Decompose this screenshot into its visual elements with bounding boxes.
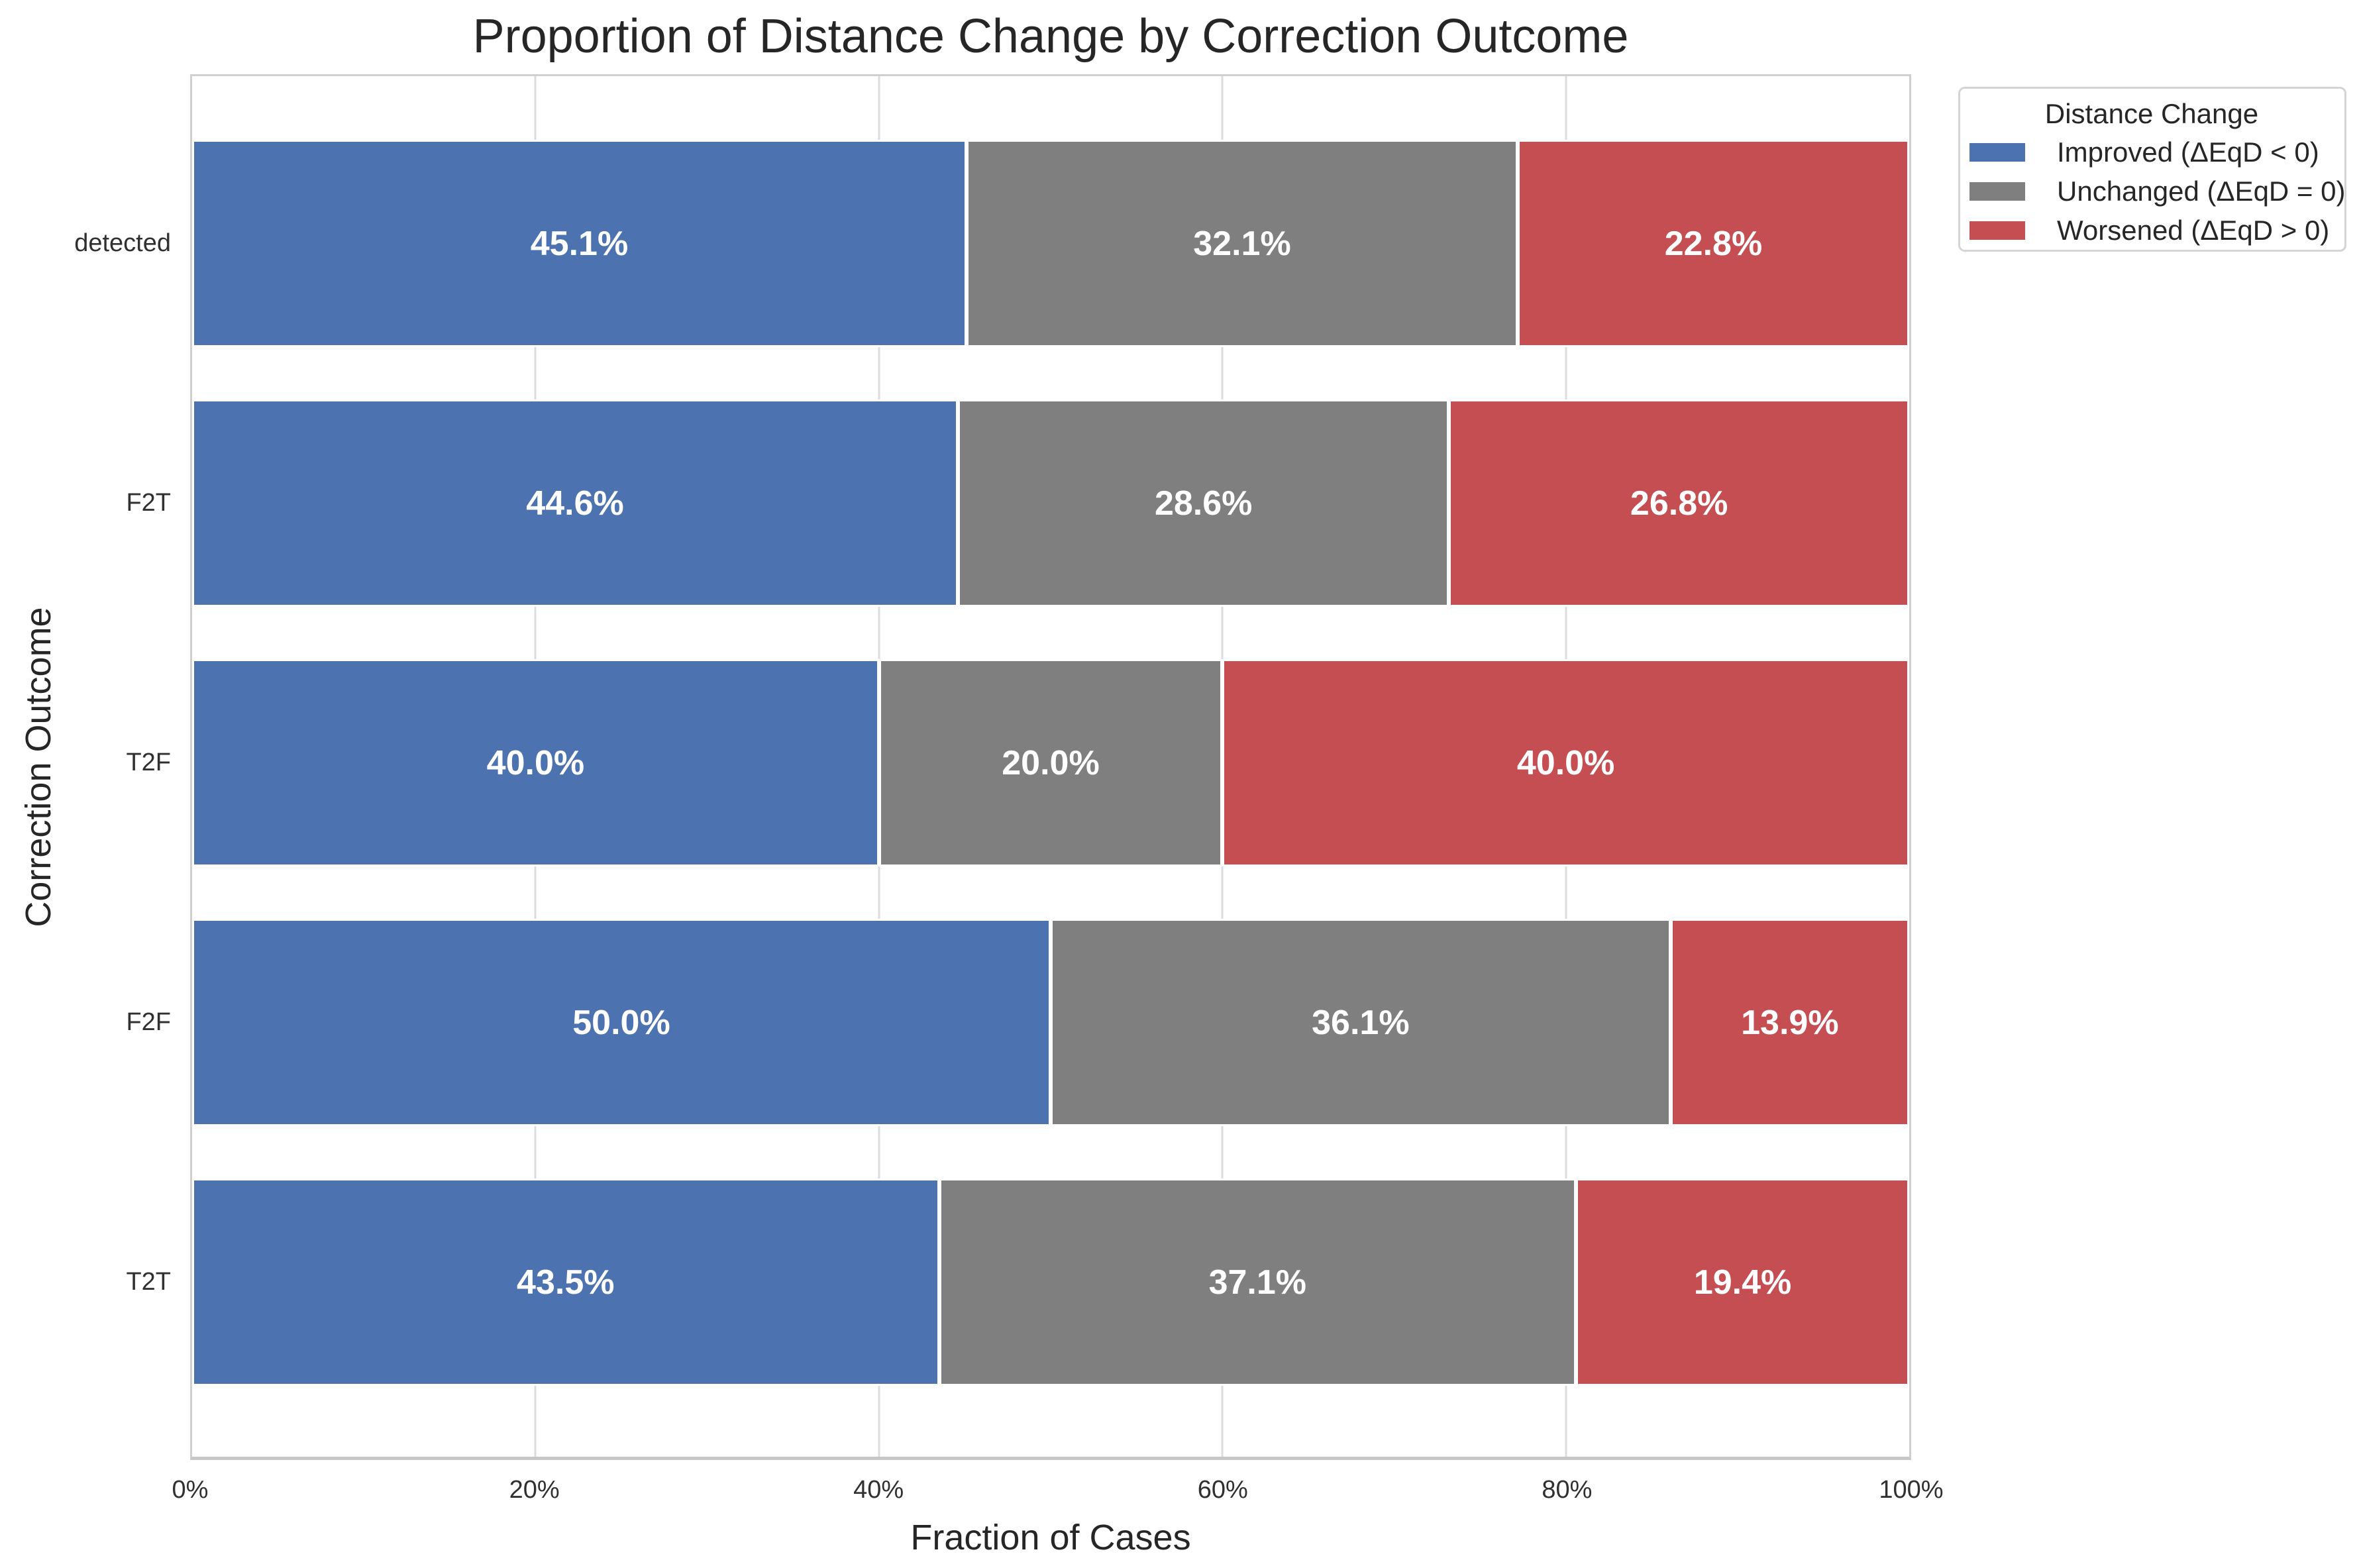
x-tick-label: 20% xyxy=(509,1476,560,1504)
bar-segment-label: 44.6% xyxy=(526,484,624,523)
bar-segment-label: 13.9% xyxy=(1741,1003,1839,1042)
y-tick-label: detected xyxy=(74,229,171,257)
x-tick-label: 0% xyxy=(172,1476,209,1504)
bars-container: 45.1% 32.1% 22.8% 44.6% 28.6% 26.8% 40.0% 20.0%… xyxy=(192,76,1909,1457)
legend-swatch xyxy=(1969,182,2025,201)
x-tick-label: 80% xyxy=(1542,1476,1593,1504)
bar-segment: 50.0% xyxy=(192,919,1051,1126)
bar-segment-label: 40.0% xyxy=(1516,743,1615,782)
legend: Distance Change Improved (ΔEqD < 0) Uncha… xyxy=(1958,87,2346,252)
legend-title: Distance Change xyxy=(2044,98,2259,129)
bar-segment-label: 37.1% xyxy=(1208,1263,1307,1302)
x-tick-label: 60% xyxy=(1197,1476,1248,1504)
legend-entries: Improved (ΔEqD < 0) Unchanged (ΔEqD = 0) W… xyxy=(1969,132,2345,250)
bar-segment-label: 43.5% xyxy=(517,1263,615,1302)
bar-row-T2T: 43.5% 37.1% 19.4% xyxy=(192,1178,1909,1386)
y-tick-label: F2T xyxy=(126,489,171,517)
bar-segment-label: 22.8% xyxy=(1664,224,1763,263)
bar-row-detected: 45.1% 32.1% 22.8% xyxy=(192,140,1909,347)
bar-segment: 28.6% xyxy=(958,399,1449,607)
y-tick-label: F2F xyxy=(126,1008,171,1036)
legend-entry-label: Unchanged (ΔEqD = 0) xyxy=(2057,175,2346,207)
legend-swatch xyxy=(1969,142,2025,162)
bar-segment-label: 50.0% xyxy=(572,1003,670,1042)
bar-row-F2F: 50.0% 36.1% 13.9% xyxy=(192,919,1909,1126)
bar-segment: 44.6% xyxy=(192,399,959,607)
bar-segment-label: 36.1% xyxy=(1312,1003,1410,1042)
bar-segment: 22.8% xyxy=(1518,140,1909,347)
bar-segment: 36.1% xyxy=(1051,919,1671,1126)
bar-segment-label: 28.6% xyxy=(1154,484,1253,523)
legend-entry: Improved (ΔEqD < 0) xyxy=(1969,132,2334,172)
bar-segment: 45.1% xyxy=(192,140,967,347)
bar-segment: 26.8% xyxy=(1449,399,1909,607)
bar-row-F2T: 44.6% 28.6% 26.8% xyxy=(192,399,1909,607)
chart-title: Proportion of Distance Change by Correct… xyxy=(472,10,1629,63)
bar-segment: 40.0% xyxy=(1222,659,1909,866)
bar-segment-label: 32.1% xyxy=(1193,224,1291,263)
bar-segment: 37.1% xyxy=(939,1178,1577,1386)
bar-segment: 43.5% xyxy=(192,1178,939,1386)
y-tick-label: T2T xyxy=(126,1268,171,1296)
bar-segment-label: 40.0% xyxy=(486,743,585,782)
legend-swatch xyxy=(1969,221,2025,240)
bar-row-T2F: 40.0% 20.0% 40.0% xyxy=(192,659,1909,866)
bar-segment: 13.9% xyxy=(1670,919,1909,1126)
bar-segment: 19.4% xyxy=(1576,1178,1909,1386)
bar-segment: 20.0% xyxy=(878,659,1223,866)
bar-segment: 32.1% xyxy=(966,140,1518,347)
legend-entry-label: Worsened (ΔEqD > 0) xyxy=(2057,214,2330,246)
legend-entry-label: Improved (ΔEqD < 0) xyxy=(2057,136,2319,168)
x-tick-label: 100% xyxy=(1879,1476,1944,1504)
plot-area: 45.1% 32.1% 22.8% 44.6% 28.6% 26.8% 40.0% 20.0%… xyxy=(190,74,1911,1460)
bar-segment-label: 20.0% xyxy=(1002,743,1100,782)
bar-segment-label: 26.8% xyxy=(1630,484,1728,523)
y-tick-labels: detected F2T T2F F2F T2T xyxy=(0,74,171,1460)
x-axis-label: Fraction of Cases xyxy=(910,1518,1191,1557)
bar-segment-label: 45.1% xyxy=(530,224,629,263)
x-tick-label: 40% xyxy=(853,1476,904,1504)
legend-entry: Worsened (ΔEqD > 0) xyxy=(1969,211,2334,250)
y-tick-label: T2F xyxy=(126,749,171,776)
bar-segment: 40.0% xyxy=(192,659,879,866)
x-tick-labels: 0% 20% 40% 60% 80% 100% xyxy=(172,1476,1944,1510)
legend-entry: Unchanged (ΔEqD = 0) xyxy=(1969,172,2345,211)
bar-segment-label: 19.4% xyxy=(1693,1263,1792,1302)
